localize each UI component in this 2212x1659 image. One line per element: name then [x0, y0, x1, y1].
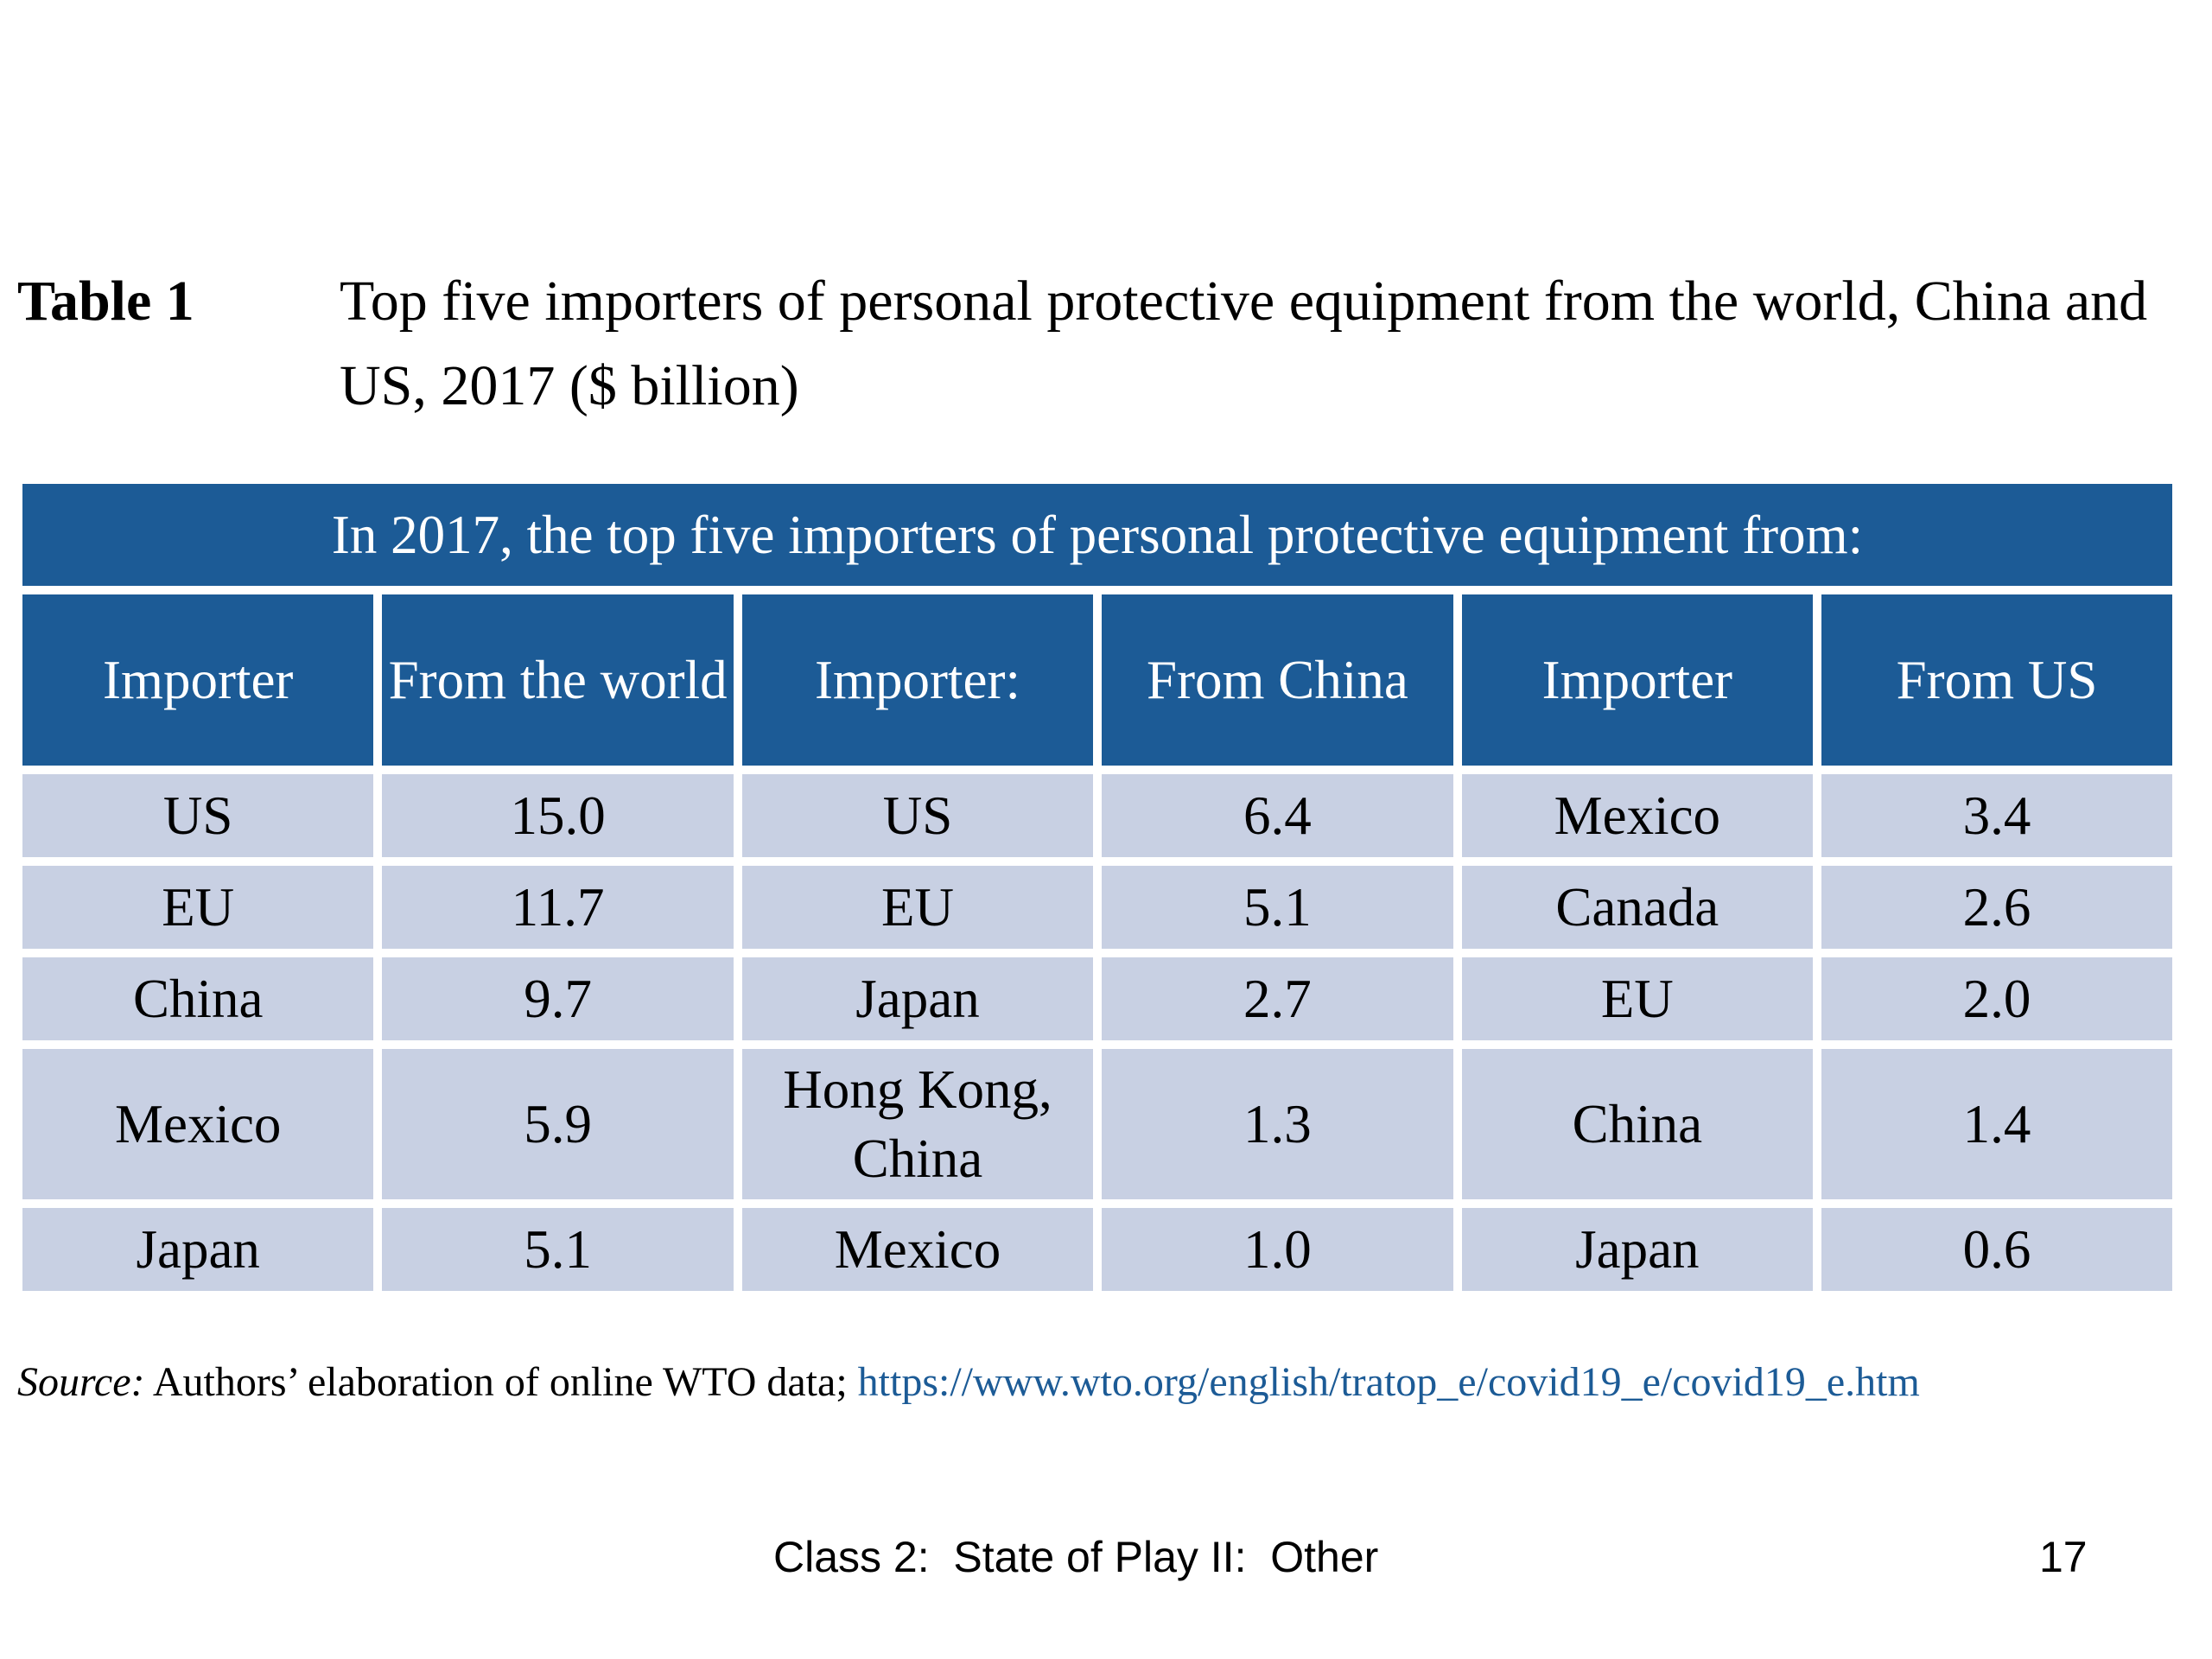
table-row: China 9.7 Japan 2.7 EU 2.0 [22, 957, 2172, 1040]
table-cell: China [1461, 1049, 1814, 1199]
table-cell: EU [22, 866, 374, 949]
table-cell: 5.1 [382, 1208, 734, 1291]
table-row: EU 11.7 EU 5.1 Canada 2.6 [22, 866, 2172, 949]
table-cell: Mexico [741, 1208, 1094, 1291]
column-header: Importer [22, 594, 374, 766]
table-cell: Japan [22, 1208, 374, 1291]
table-cell: 1.3 [1102, 1049, 1453, 1199]
table-cell: Mexico [1461, 774, 1814, 857]
table-cell: Hong Kong, China [741, 1049, 1094, 1199]
source-note: Source: Authors’ elaboration of online W… [17, 1355, 2195, 1410]
header-row: Importer From the world Importer: From C… [22, 594, 2172, 766]
table-cell: 5.9 [382, 1049, 734, 1199]
table-cell: EU [1461, 957, 1814, 1040]
table-cell: Japan [1461, 1208, 1814, 1291]
column-header: Importer [1461, 594, 1814, 766]
source-label: Source: [17, 1359, 145, 1405]
table-cell: 6.4 [1102, 774, 1453, 857]
table-cell: 0.6 [1821, 1208, 2172, 1291]
table-cell: 2.7 [1102, 957, 1453, 1040]
table-title: Top five importers of personal protectiv… [340, 270, 2148, 417]
table-banner: In 2017, the top five importers of perso… [22, 484, 2172, 586]
table-row: US 15.0 US 6.4 Mexico 3.4 [22, 774, 2172, 857]
table-row: Mexico 5.9 Hong Kong, China 1.3 China 1.… [22, 1049, 2172, 1199]
page-number: 17 [2039, 1533, 2088, 1581]
table-cell: US [22, 774, 374, 857]
table-row: Japan 5.1 Mexico 1.0 Japan 0.6 [22, 1208, 2172, 1291]
table-cell: 2.6 [1821, 866, 2172, 949]
source-text: Authors’ elaboration of online WTO data; [152, 1359, 848, 1405]
table-cell: US [741, 774, 1094, 857]
table-cell: China [22, 957, 374, 1040]
table-cell: Japan [741, 957, 1094, 1040]
column-header: From US [1821, 594, 2172, 766]
table-cell: 11.7 [382, 866, 734, 949]
table-cell: 9.7 [382, 957, 734, 1040]
table-cell: Mexico [22, 1049, 374, 1199]
table-cell: 2.0 [1821, 957, 2172, 1040]
column-header: From the world [382, 594, 734, 766]
table-label: Table 1 [17, 270, 194, 333]
table-cell: 1.0 [1102, 1208, 1453, 1291]
ppe-importers-table: In 2017, the top five importers of perso… [14, 475, 2181, 1300]
column-header: From China [1102, 594, 1453, 766]
table-cell: 5.1 [1102, 866, 1453, 949]
table-cell: Canada [1461, 866, 1814, 949]
table-cell: 15.0 [382, 774, 734, 857]
table-cell: 1.4 [1821, 1049, 2172, 1199]
footer-text: Class 2: State of Play II: Other [773, 1533, 1379, 1581]
column-header: Importer: [741, 594, 1094, 766]
table-cell: EU [741, 866, 1094, 949]
table-cell: 3.4 [1821, 774, 2172, 857]
source-link[interactable]: https://www.wto.org/english/tratop_e/cov… [857, 1359, 1920, 1405]
banner-row: In 2017, the top five importers of perso… [22, 484, 2172, 586]
